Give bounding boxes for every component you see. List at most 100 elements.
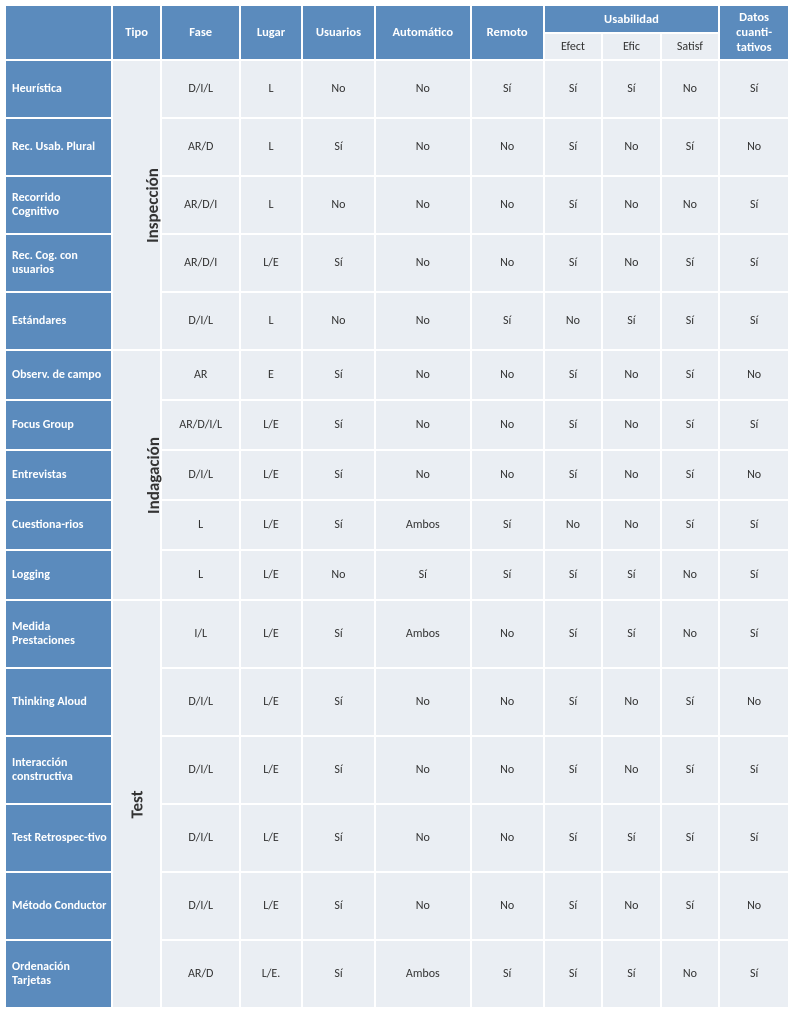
cell-datos: Sí: [719, 292, 789, 350]
cell-datos: Sí: [719, 736, 789, 804]
cell-datos: Sí: [719, 400, 789, 450]
cell-datos: Sí: [719, 940, 789, 1008]
cell-efect: Sí: [544, 450, 602, 500]
header-tipo: Tipo: [112, 5, 161, 60]
row-header: Test Retrospec-tivo: [5, 804, 112, 872]
cell-usuarios: Sí: [302, 804, 375, 872]
cell-fase: AR/D/I: [161, 234, 240, 292]
cell-satisf: Sí: [661, 118, 720, 176]
cell-auto: Ambos: [375, 940, 471, 1008]
cell-efic: Sí: [602, 600, 660, 668]
cell-usuarios: Sí: [302, 600, 375, 668]
cell-usuarios: No: [302, 60, 375, 118]
tipo-label: Test: [126, 790, 147, 818]
cell-efect: Sí: [544, 872, 602, 940]
row-header: Recorrido Cognitivo: [5, 176, 112, 234]
row-header: Rec. Cog. con usuarios: [5, 234, 112, 292]
cell-fase: D/I/L: [161, 804, 240, 872]
cell-efic: Sí: [602, 60, 660, 118]
cell-satisf: Sí: [661, 450, 720, 500]
cell-auto: Ambos: [375, 600, 471, 668]
row-header: Rec. Usab. Plural: [5, 118, 112, 176]
cell-fase: D/I/L: [161, 668, 240, 736]
cell-efic: No: [602, 736, 660, 804]
cell-datos: Sí: [719, 500, 789, 550]
cell-auto: No: [375, 736, 471, 804]
cell-auto: No: [375, 450, 471, 500]
row-header: Observ. de campo: [5, 350, 112, 400]
cell-satisf: Sí: [661, 872, 720, 940]
cell-efic: Sí: [602, 292, 660, 350]
cell-efect: Sí: [544, 600, 602, 668]
cell-auto: No: [375, 872, 471, 940]
cell-auto: No: [375, 668, 471, 736]
cell-satisf: Sí: [661, 736, 720, 804]
cell-auto: No: [375, 804, 471, 872]
cell-efect: No: [544, 500, 602, 550]
cell-fase: D/I/L: [161, 60, 240, 118]
cell-efic: No: [602, 118, 660, 176]
cell-remoto: Sí: [471, 500, 544, 550]
cell-auto: No: [375, 118, 471, 176]
cell-efic: No: [602, 450, 660, 500]
cell-efect: Sí: [544, 668, 602, 736]
cell-efect: Sí: [544, 118, 602, 176]
cell-datos: No: [719, 872, 789, 940]
cell-lugar: L/E: [240, 804, 302, 872]
cell-satisf: Sí: [661, 668, 720, 736]
table-row: Observ. de campoIndagaciónARESíNoNoSíNoS…: [5, 350, 789, 400]
cell-efect: Sí: [544, 550, 602, 600]
cell-lugar: L: [240, 292, 302, 350]
cell-datos: Sí: [719, 60, 789, 118]
cell-efic: Sí: [602, 940, 660, 1008]
cell-lugar: E: [240, 350, 302, 400]
cell-auto: No: [375, 234, 471, 292]
cell-efic: No: [602, 400, 660, 450]
cell-usuarios: Sí: [302, 234, 375, 292]
row-header: Interacción constructiva: [5, 736, 112, 804]
row-header: Estándares: [5, 292, 112, 350]
cell-remoto: No: [471, 234, 544, 292]
tipo-label: Inspección: [142, 168, 163, 243]
cell-remoto: No: [471, 400, 544, 450]
cell-fase: L: [161, 500, 240, 550]
cell-usuarios: Sí: [302, 350, 375, 400]
cell-lugar: L: [240, 118, 302, 176]
cell-lugar: L/E: [240, 500, 302, 550]
cell-usuarios: Sí: [302, 872, 375, 940]
cell-datos: Sí: [719, 804, 789, 872]
cell-satisf: No: [661, 60, 720, 118]
tipo-group: Indagación: [112, 350, 161, 600]
cell-remoto: Sí: [471, 550, 544, 600]
row-header: Cuestiona-rios: [5, 500, 112, 550]
header-row-1: Tipo Fase Lugar Usuarios Automático Remo…: [5, 5, 789, 33]
row-header: Heurística: [5, 60, 112, 118]
cell-usuarios: No: [302, 176, 375, 234]
cell-satisf: No: [661, 940, 720, 1008]
cell-fase: AR/D: [161, 118, 240, 176]
cell-efic: Sí: [602, 550, 660, 600]
row-header: Ordenación Tarjetas: [5, 940, 112, 1008]
table-row: HeurísticaInspecciónD/I/LLNoNoSíSíSíNoSí: [5, 60, 789, 118]
cell-efic: No: [602, 872, 660, 940]
cell-lugar: L/E: [240, 450, 302, 500]
cell-usuarios: Sí: [302, 500, 375, 550]
cell-auto: No: [375, 292, 471, 350]
header-usuarios: Usuarios: [302, 5, 375, 60]
cell-satisf: Sí: [661, 234, 720, 292]
cell-remoto: No: [471, 176, 544, 234]
cell-lugar: L/E: [240, 736, 302, 804]
tipo-group: Test: [112, 600, 161, 1008]
cell-auto: No: [375, 60, 471, 118]
cell-datos: Sí: [719, 600, 789, 668]
row-header: Método Conductor: [5, 872, 112, 940]
cell-datos: Sí: [719, 234, 789, 292]
cell-satisf: Sí: [661, 292, 720, 350]
cell-remoto: No: [471, 668, 544, 736]
row-header: Thinking Aloud: [5, 668, 112, 736]
evaluation-methods-table: Tipo Fase Lugar Usuarios Automático Remo…: [4, 4, 790, 1009]
cell-lugar: L/E: [240, 872, 302, 940]
cell-lugar: L/E: [240, 668, 302, 736]
cell-fase: D/I/L: [161, 736, 240, 804]
cell-remoto: No: [471, 872, 544, 940]
